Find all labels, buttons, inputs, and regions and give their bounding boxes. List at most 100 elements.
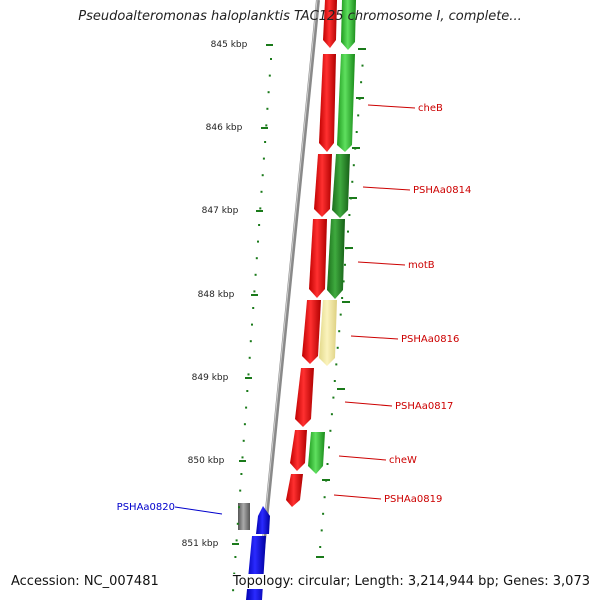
tick-dot [270, 58, 272, 60]
tick-dot [341, 297, 344, 299]
cds-feature[interactable] [323, 0, 337, 48]
gene-label[interactable]: cheB [418, 103, 443, 114]
tick-dot [261, 174, 264, 177]
tick-dot [264, 141, 267, 143]
tick-dot [351, 180, 354, 183]
tick-dot [255, 257, 258, 260]
tick-dot [254, 273, 257, 276]
tick-dot [248, 356, 251, 359]
leader-line [357, 261, 406, 266]
gene-track [238, 0, 356, 600]
tick-dot [328, 446, 330, 449]
gene-label[interactable]: PSHAa0814 [413, 185, 471, 196]
tick-dot [323, 496, 326, 499]
tick-dot [234, 556, 237, 558]
gene-label[interactable]: PSHAa0817 [395, 401, 453, 412]
tick-dot [322, 512, 325, 515]
map-title: Pseudoalteromonas haloplanktis TAC125 ch… [78, 9, 522, 24]
gene-label[interactable]: cheW [389, 455, 417, 466]
tick-dash [342, 301, 350, 303]
gene-feature-downstream[interactable] [246, 536, 266, 600]
leader-line [362, 186, 411, 191]
ruler: 845 kbp 846 kbp 847 kbp 848 kbp 849 kbp 850 k… [182, 40, 273, 549]
cds-feature[interactable] [302, 300, 321, 364]
tick-dot [252, 307, 255, 309]
tick-dot [352, 164, 355, 167]
tick-dot [258, 224, 261, 226]
tick-dash [356, 97, 364, 99]
gene-feature-PSHAa0814[interactable] [332, 154, 350, 218]
tick-dot [333, 380, 336, 382]
tick-dot [236, 522, 239, 525]
tick-dot [259, 207, 262, 210]
tick-dot [241, 456, 244, 459]
tick-dot [266, 107, 269, 110]
ruler-label: 847 kbp [202, 206, 239, 216]
tick-dot [357, 114, 360, 117]
tick-marks [232, 48, 366, 592]
tick-dot [257, 240, 259, 243]
tick-dot [348, 214, 351, 216]
gene-feature-cheW[interactable] [308, 432, 325, 474]
gene-feature-PSHAa0820[interactable] [256, 506, 270, 534]
gene-feature-motB[interactable] [327, 219, 345, 299]
leader-line [174, 506, 223, 515]
cds-feature[interactable] [286, 474, 303, 507]
tick-dot [326, 463, 329, 465]
gene-feature-top[interactable] [341, 0, 356, 50]
tick-dot [247, 373, 250, 376]
gene-feature-cheB[interactable] [337, 54, 355, 152]
tick-dot [329, 429, 332, 432]
tick-dot [246, 390, 249, 392]
ruler-tick [266, 44, 273, 46]
tick-dot [320, 529, 323, 532]
gene-label[interactable]: PSHAa0820 [117, 502, 175, 513]
ruler-tick [261, 127, 268, 129]
cds-feature[interactable] [314, 154, 332, 217]
tick-dash [337, 388, 345, 390]
tick-dot [253, 290, 256, 293]
cds-feature[interactable] [319, 54, 336, 152]
tick-dot [338, 330, 341, 333]
cds-track [286, 0, 337, 507]
tick-dot [267, 91, 270, 94]
leader-line [350, 335, 399, 340]
tick-dot [330, 413, 333, 416]
ruler-tick [245, 377, 252, 379]
tick-dot [239, 489, 242, 492]
tick-dot [245, 406, 248, 409]
ruler-tick [232, 543, 239, 545]
ruler-label: 849 kbp [192, 373, 229, 383]
ruler-label: 851 kbp [182, 539, 219, 549]
gene-label[interactable]: motB [408, 260, 435, 271]
gene-label[interactable]: PSHAa0816 [401, 334, 459, 345]
ruler-tick [251, 294, 258, 296]
ruler-label: 850 kbp [188, 456, 225, 466]
leader-line [367, 104, 416, 109]
cds-feature[interactable] [290, 430, 307, 471]
leader-line [338, 455, 387, 461]
tick-dot [233, 572, 236, 575]
tick-dot [265, 124, 268, 127]
leader-line [344, 401, 393, 407]
tick-dot [335, 363, 338, 366]
gene-label[interactable]: PSHAa0819 [384, 494, 442, 505]
tick-dash [358, 48, 366, 50]
gene-labels: cheB PSHAa0814 motB PSHAa0816 PSHAa0817 cheW P… [117, 103, 471, 515]
tick-dot [332, 396, 335, 399]
tick-dot [235, 539, 238, 542]
ruler-label: 845 kbp [211, 40, 248, 50]
gene-feature-PSHAa0816[interactable] [319, 300, 337, 366]
tick-dot [240, 473, 243, 475]
tick-dot [347, 230, 349, 233]
tick-dot [355, 131, 358, 133]
ruler-label: 846 kbp [206, 123, 243, 133]
tick-dot [243, 423, 246, 426]
gene-feature-gray[interactable] [238, 503, 250, 530]
tick-dot [238, 506, 240, 509]
cds-feature[interactable] [309, 219, 327, 298]
tick-dot [249, 340, 252, 343]
accession-text: Accession: NC_007481 [9, 574, 161, 589]
cds-feature[interactable] [295, 368, 314, 427]
